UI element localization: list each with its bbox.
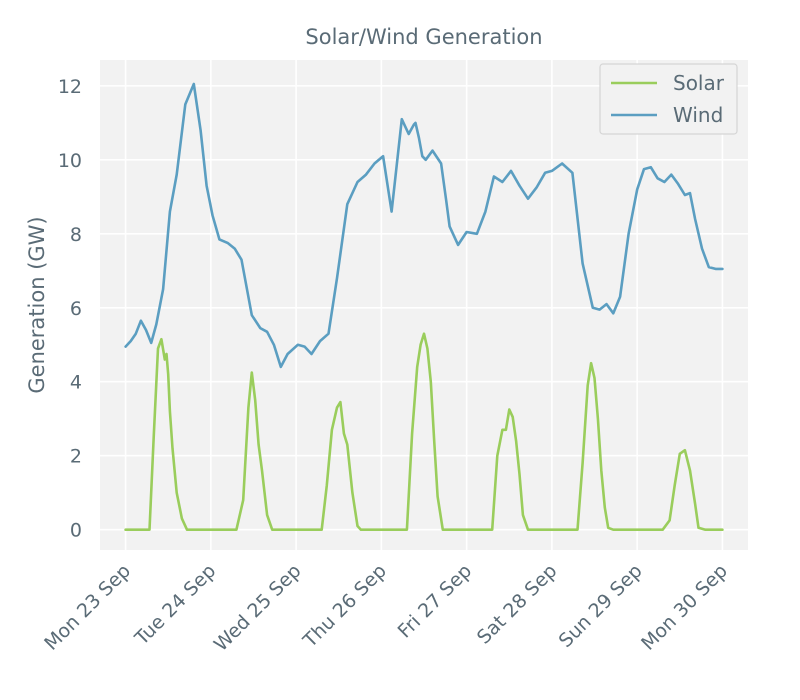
legend-label-solar: Solar (673, 71, 725, 95)
y-tick-label: 6 (70, 298, 82, 320)
y-tick-label: 2 (70, 446, 82, 468)
grid-lines (100, 60, 748, 550)
x-tick-label: Wed 25 Sep (210, 560, 306, 656)
y-tick-label: 12 (58, 76, 82, 98)
series-line-wind (124, 82, 724, 369)
plot-area (100, 60, 748, 550)
x-tick-label: Mon 23 Sep (40, 560, 135, 655)
series-layer (124, 82, 724, 532)
x-tick-label: Fri 27 Sep (394, 560, 477, 643)
y-axis-title: Generation (GW) (25, 216, 49, 393)
chart-title: Solar/Wind Generation (305, 25, 542, 49)
x-tick-label: Mon 30 Sep (637, 560, 732, 655)
y-tick-label: 8 (70, 224, 82, 246)
legend: Solar Wind (599, 63, 738, 135)
legend-label-wind: Wind (673, 103, 723, 127)
y-tick-label: 10 (58, 150, 82, 172)
x-tick-label: Sun 29 Sep (555, 560, 647, 652)
y-tick-labels: 0 2 4 6 8 10 12 (58, 76, 82, 542)
series-line-solar (124, 332, 724, 532)
legend-box (599, 63, 738, 135)
y-tick-label: 0 (70, 520, 82, 542)
x-tick-label: Tue 24 Sep (130, 560, 220, 650)
x-tick-label: Sat 28 Sep (473, 560, 562, 649)
y-tick-label: 4 (70, 372, 82, 394)
x-tick-label: Thu 26 Sep (298, 560, 390, 652)
